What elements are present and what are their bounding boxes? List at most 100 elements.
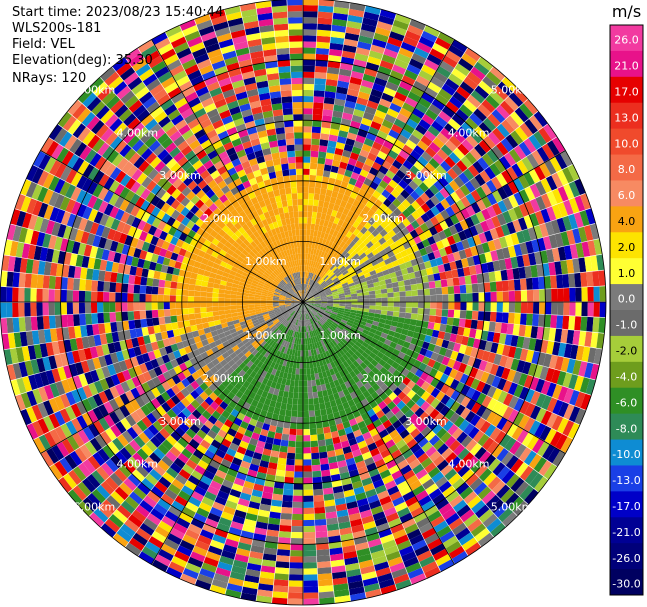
range-gate [339,62,353,71]
range-gate [379,280,386,286]
range-gate [331,332,338,338]
range-gate [411,393,421,404]
range-gate [544,276,552,289]
range-gate [293,489,303,496]
range-gate [390,276,398,283]
range-gate [413,250,422,259]
range-gate [477,311,485,321]
range-gate [534,210,545,225]
range-gate [464,319,472,329]
range-gate [551,415,564,431]
range-gate [303,83,314,91]
range-gate [474,85,490,99]
range-gate [351,302,358,305]
range-gate [331,257,338,265]
range-gate [30,316,38,331]
range-gate [377,65,392,76]
range-gate [334,198,342,206]
range-gate [357,338,364,345]
range-gate [504,234,514,247]
range-gate [306,284,310,291]
range-gate [335,173,344,181]
range-gate [431,265,440,275]
range-gate [212,297,219,302]
range-gate [393,302,400,307]
range-gate [127,302,134,312]
range-gate [72,302,80,315]
range-gate [236,302,243,306]
range-gate [341,338,349,345]
range-gate [322,266,328,273]
range-gate [362,163,372,173]
range-gate [510,232,520,246]
range-gate [402,376,411,386]
range-gate [495,225,505,238]
range-gate [313,397,320,405]
range-gate [497,81,513,96]
range-gate [342,269,349,276]
range-gate [539,223,549,238]
range-gate [408,180,419,191]
range-gate [421,275,429,283]
range-gate [391,336,400,344]
range-gate [408,413,419,424]
range-gate [356,97,369,106]
range-gate [408,134,421,145]
range-gate [339,303,346,307]
range-gate [181,302,189,309]
range-gate [414,226,424,236]
range-gate [376,271,384,278]
range-gate [482,272,490,283]
range-gate [321,316,328,322]
range-gate [342,175,351,184]
range-gate [448,179,460,192]
range-gate [314,409,322,417]
range-gate [412,107,425,119]
range-gate [319,451,328,459]
range-gate [513,279,521,291]
range-gate [327,140,337,148]
range-gate [421,254,430,263]
range-gate [532,438,545,454]
range-gate [303,507,315,515]
range-gate [430,205,441,216]
range-gate [320,305,327,309]
range-gate [335,316,342,322]
range-gate [408,343,417,352]
range-gate [442,420,454,432]
range-gate [84,302,92,314]
range-gate [362,237,371,246]
range-gate [316,276,321,283]
range-gate [512,177,525,192]
range-gate [305,290,308,297]
range-gate [471,283,479,293]
range-gate [539,162,552,178]
range-gate [331,209,338,218]
range-gate [453,443,466,456]
range-gate [587,286,594,302]
range-gate [371,366,380,375]
range-gate [421,320,429,329]
range-gate [332,305,340,308]
range-gate [397,280,405,287]
range-gate [353,280,361,286]
range-gate [526,313,533,326]
range-gate [478,122,492,136]
range-gate [109,282,117,293]
range-gate [308,296,315,300]
range-gate [575,287,582,302]
range-gate [345,334,353,341]
range-gate [379,98,392,109]
range-gate [6,287,13,302]
range-gate [406,371,415,381]
range-gate [448,294,455,302]
range-gate [472,254,481,266]
range-gate [459,104,473,118]
range-gate [483,454,497,468]
range-gate [316,212,322,219]
range-gate [430,76,445,89]
range-gate [311,288,316,294]
range-gate [418,69,433,82]
range-gate [387,267,396,274]
range-gate [360,226,368,235]
